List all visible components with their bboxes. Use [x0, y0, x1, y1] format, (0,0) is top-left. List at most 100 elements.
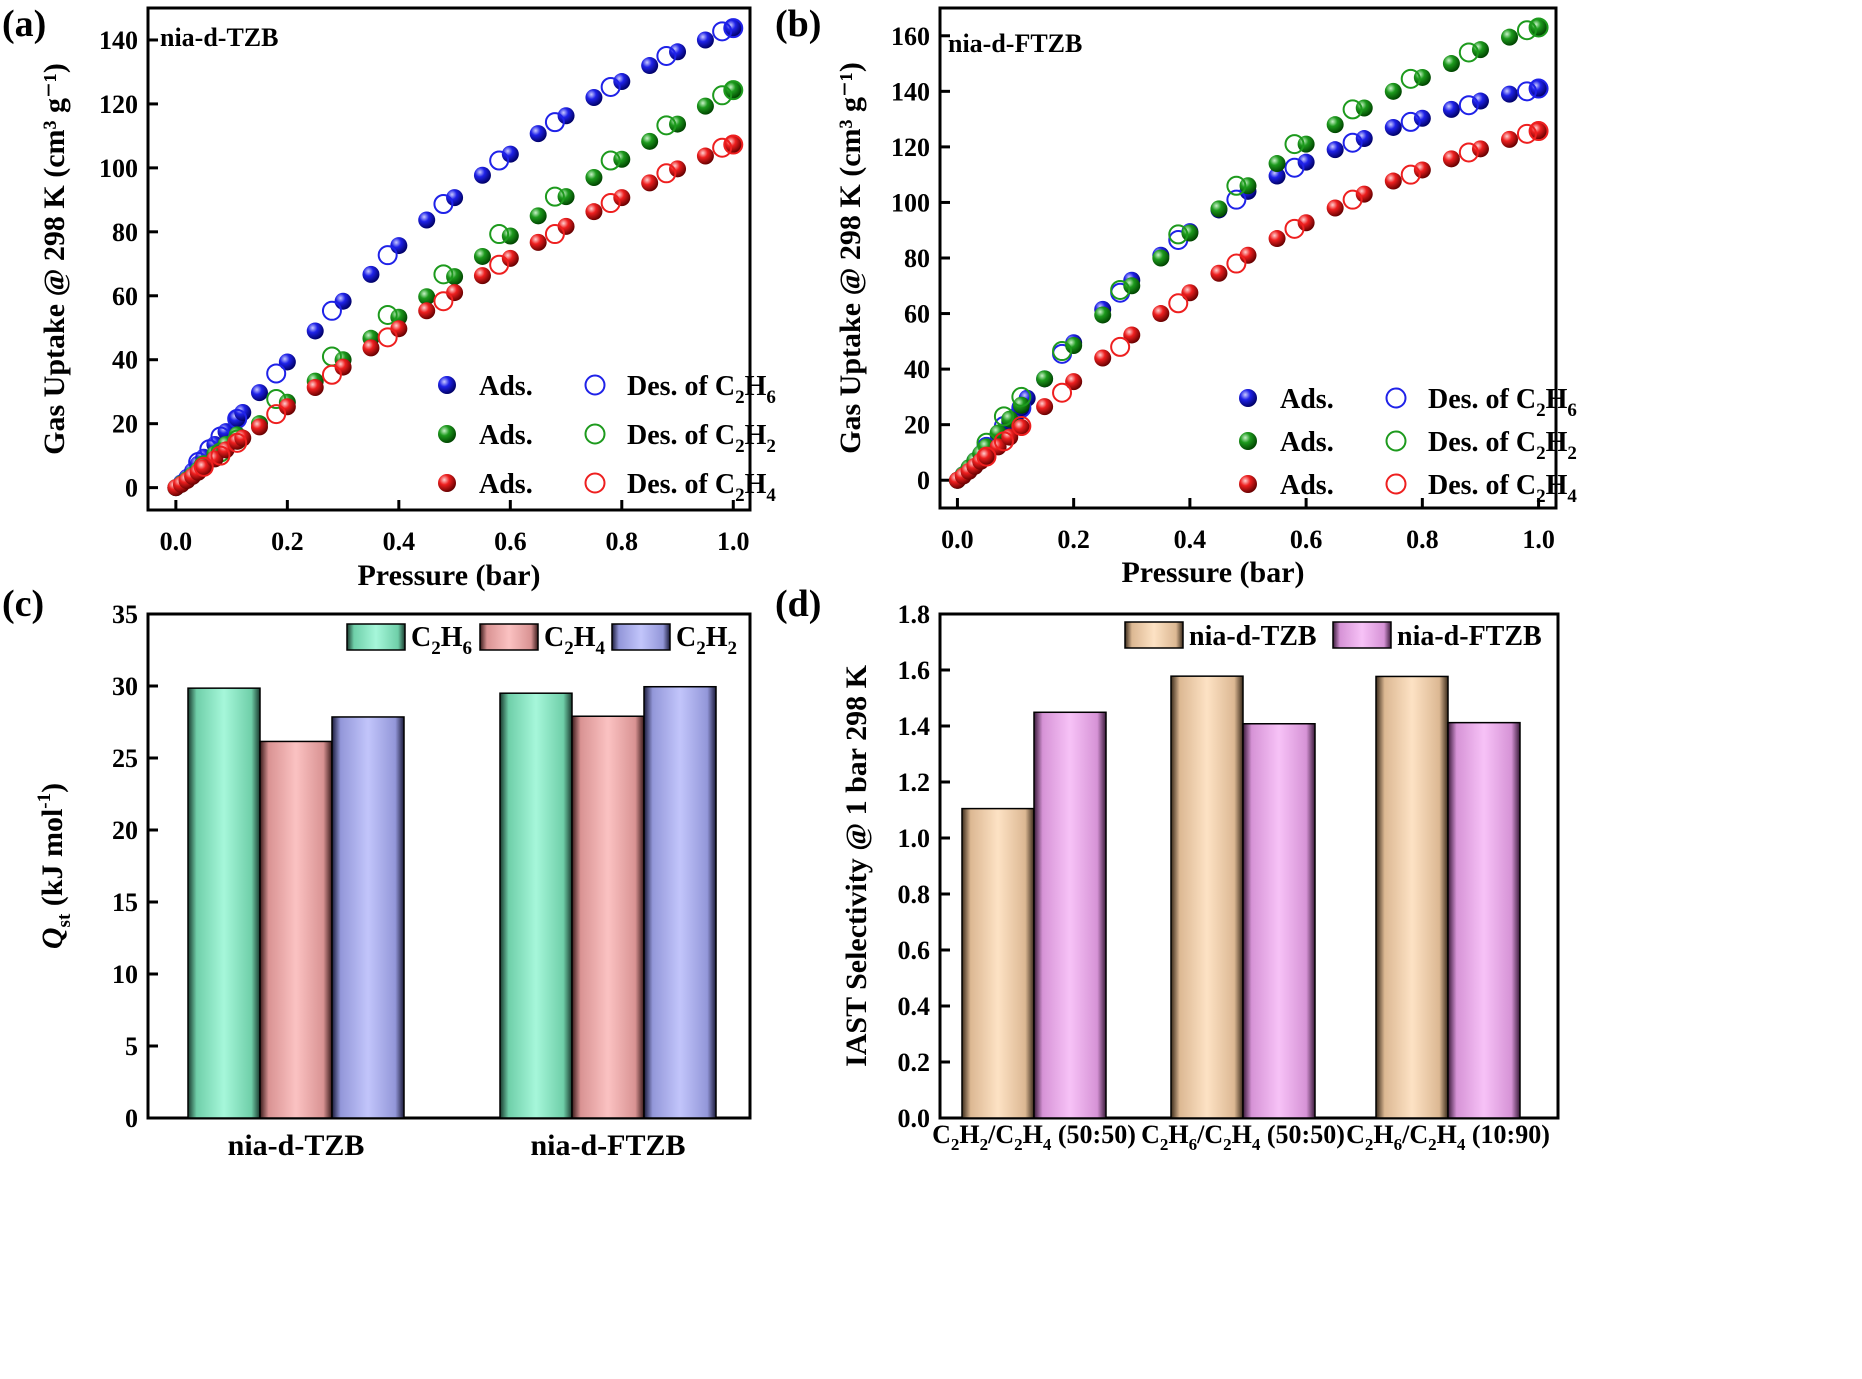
legend-ads-marker	[1239, 475, 1257, 493]
des-point	[1528, 121, 1549, 142]
panel-title-b: nia-d-FTZB	[948, 29, 1082, 58]
y-tick-label: 5	[125, 1032, 138, 1061]
des-point	[1458, 142, 1479, 163]
x-tick-label: 0.4	[383, 527, 416, 556]
x-category-label: nia-d-FTZB	[530, 1129, 685, 1162]
legend-swatch	[346, 623, 406, 651]
legend-des-label: Des. of C2H2	[627, 420, 776, 457]
des-point	[1342, 189, 1363, 210]
ads-point	[362, 265, 380, 283]
y-label-sub: st	[54, 913, 75, 927]
des-point	[489, 150, 510, 171]
ads-point	[529, 125, 547, 143]
legend-a: Ads. Des. of C2H6 Ads. Des. of C2H2 Ads. Des.…	[438, 371, 776, 506]
x-category-label: C2H6/C2H4 (50:50)	[1141, 1120, 1345, 1154]
legend-entry: Ads. Des. of C2H4	[1239, 470, 1577, 507]
x-tick-label: 1.0	[717, 527, 750, 556]
ads-point	[1268, 155, 1286, 173]
ads-point	[278, 398, 296, 416]
ads-point	[446, 284, 464, 302]
des-point	[1284, 134, 1305, 155]
ads-point	[1152, 249, 1170, 267]
ads-point	[390, 237, 408, 255]
ads-point	[669, 160, 687, 178]
des-point	[1400, 111, 1421, 132]
legend-des-marker	[584, 472, 606, 494]
des-point	[1284, 218, 1305, 239]
des-point	[433, 264, 454, 285]
des-point	[544, 186, 565, 207]
axis-ticks-c: 0 5 10 15 20 25 30 35 nia-d-TZB nia-d-FTZB	[112, 600, 686, 1162]
legend-ads-marker	[1239, 432, 1257, 450]
ads-point	[724, 136, 742, 154]
legend-entry: Ads. Des. of C2H2	[438, 420, 776, 457]
ads-point	[1094, 349, 1112, 367]
legend-des-label: Des. of C2H6	[1428, 384, 1577, 421]
y-tick-label: 1.8	[898, 600, 931, 629]
x-tick-label: 0.4	[1174, 525, 1207, 554]
panel-label-c: (c)	[2, 583, 44, 625]
bar-C2H4	[259, 740, 333, 1119]
ads-point	[362, 339, 380, 357]
y-tick-label: 160	[891, 22, 930, 51]
y-tick-label: 1.0	[898, 824, 931, 853]
legend-entry: nia-d-TZB	[1124, 621, 1317, 652]
des-point	[1168, 293, 1189, 314]
des-point	[723, 80, 744, 101]
y-tick-label: 120	[891, 133, 930, 162]
des-point	[1400, 164, 1421, 185]
des-point	[993, 431, 1014, 452]
y-tick-label: 0	[125, 474, 138, 503]
ads-point	[724, 81, 742, 99]
legend-des-label: Des. of C2H4	[1428, 470, 1577, 507]
x-tick-label: 0.6	[494, 527, 527, 556]
legend-des-marker	[1385, 387, 1407, 409]
legend-ads-label: Ads.	[479, 469, 533, 500]
ads-point	[1530, 80, 1548, 98]
y-axis-label-b: Gas Uptake @ 298 K (cm³ g⁻¹)	[834, 62, 867, 454]
x-tick-label: 0.0	[941, 525, 974, 554]
data-points-b	[948, 17, 1549, 489]
y-tick-label: 80	[904, 244, 930, 273]
des-point	[656, 45, 677, 66]
ads-point	[1036, 370, 1054, 388]
ads-point	[1297, 153, 1315, 171]
bar-C2H6	[187, 687, 261, 1119]
ads-point	[1413, 109, 1431, 127]
ads-point	[1152, 305, 1170, 323]
bar-nia-d-TZB	[961, 807, 1035, 1119]
y-tick-label: 140	[99, 26, 138, 55]
x-category-label: C2H6/C2H4 (10:90)	[1346, 1120, 1550, 1154]
y-tick-label: 0	[917, 466, 930, 495]
ads-point	[278, 353, 296, 371]
ads-point	[585, 203, 603, 221]
ads-point	[1471, 140, 1489, 158]
legend-ads-label: Ads.	[479, 420, 533, 451]
des-point	[600, 76, 621, 97]
legend-entry: Ads. Des. of C2H6	[438, 371, 776, 408]
legend-swatch	[1332, 621, 1392, 649]
ads-point	[613, 189, 631, 207]
ads-point	[585, 89, 603, 107]
ads-point	[1210, 264, 1228, 282]
legend-entry: nia-d-FTZB	[1332, 621, 1542, 652]
des-point	[1011, 386, 1032, 407]
panel-label-d: (d)	[775, 583, 821, 625]
des-point	[266, 404, 287, 425]
ads-point	[501, 145, 519, 163]
ads-point	[669, 43, 687, 61]
ads-point	[1094, 306, 1112, 324]
plot-frame-a	[146, 6, 752, 512]
y-tick-label: 0.4	[898, 992, 931, 1021]
ads-point	[418, 288, 436, 306]
ads-point	[1442, 100, 1460, 118]
des-point	[712, 21, 733, 42]
des-point	[723, 134, 744, 155]
ads-point	[418, 302, 436, 320]
des-point	[377, 245, 398, 266]
y-tick-label: 80	[112, 218, 138, 247]
x-tick-label: 0.2	[271, 527, 304, 556]
bar-nia-d-TZB	[1170, 675, 1244, 1119]
y-tick-label: 40	[112, 346, 138, 375]
